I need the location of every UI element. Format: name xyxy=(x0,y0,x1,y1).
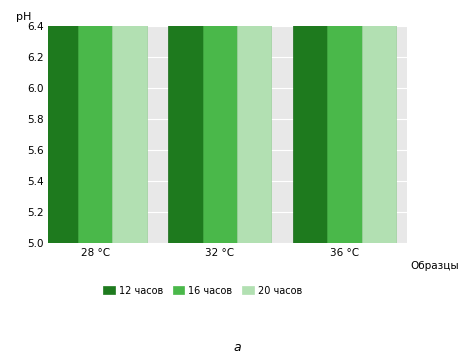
Text: Образцы: Образцы xyxy=(410,261,459,271)
Bar xyxy=(44,0,78,244)
Bar xyxy=(202,0,237,244)
Bar xyxy=(293,0,327,244)
Y-axis label: pH: pH xyxy=(16,12,31,22)
Bar xyxy=(112,0,146,244)
Bar xyxy=(237,0,271,244)
Bar xyxy=(168,0,202,244)
Bar xyxy=(362,0,396,244)
Bar xyxy=(78,0,112,244)
Bar xyxy=(327,0,362,244)
Text: а: а xyxy=(233,342,241,354)
Legend: 12 часов, 16 часов, 20 часов: 12 часов, 16 часов, 20 часов xyxy=(99,282,306,300)
